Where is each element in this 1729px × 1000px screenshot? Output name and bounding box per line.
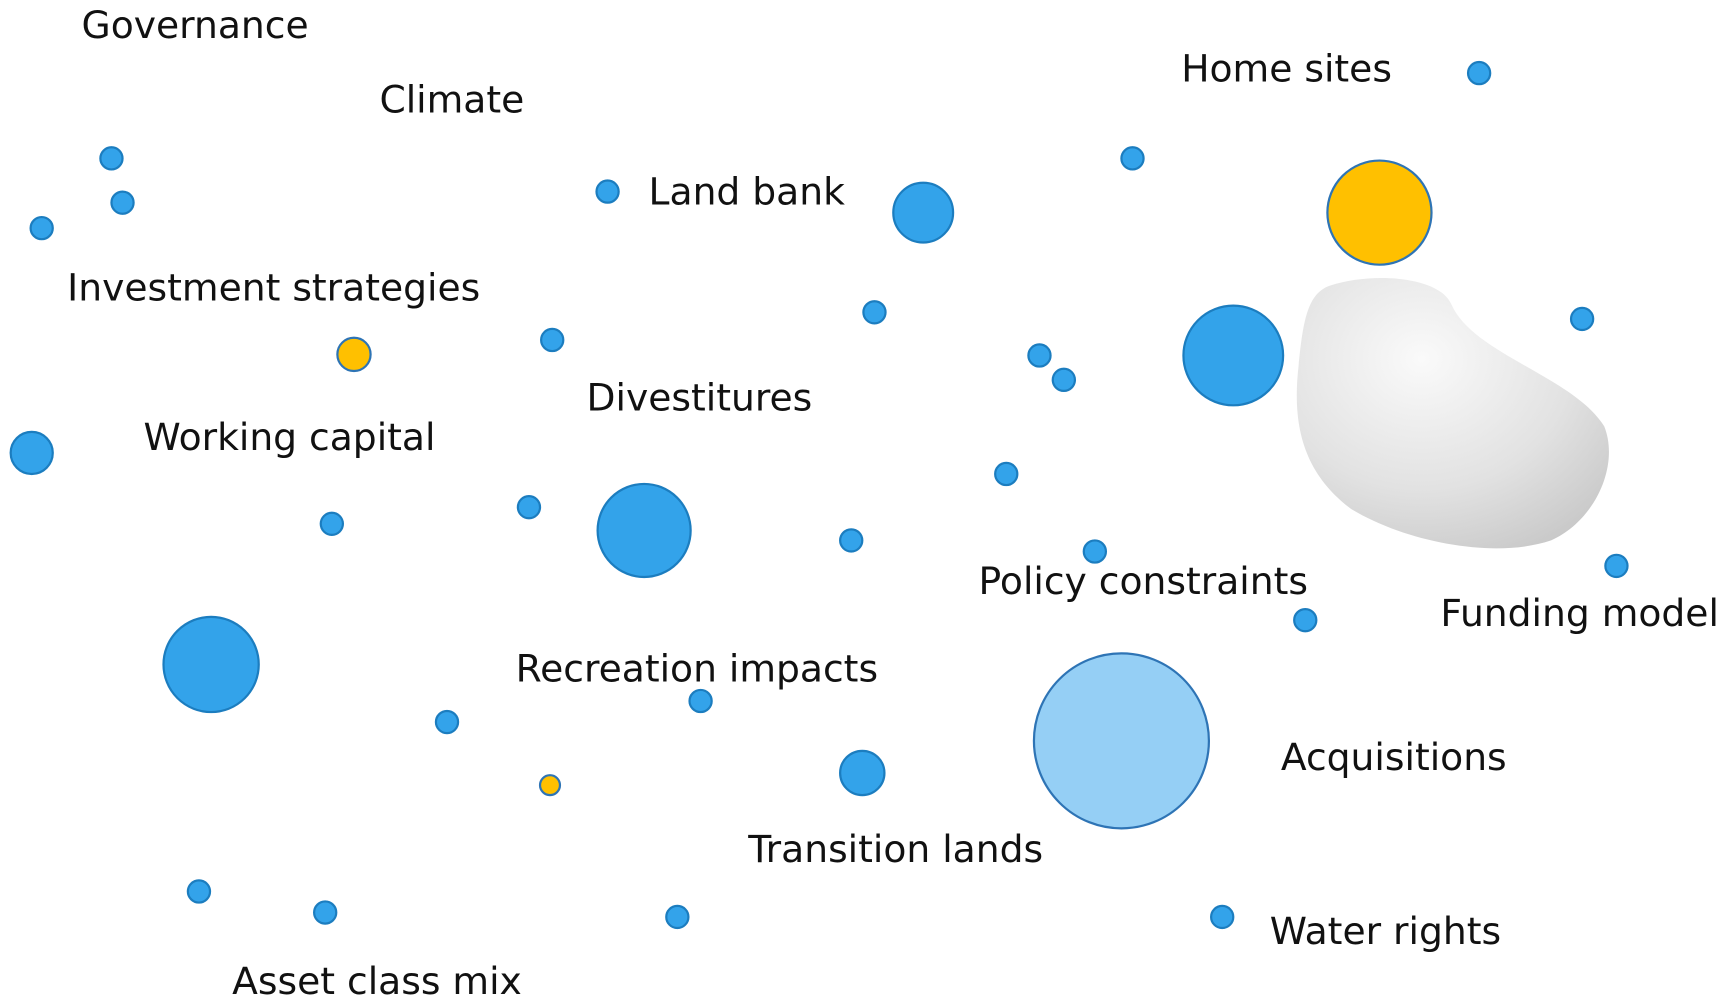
diagram: Governance Climate Land bank Home sites … [0, 0, 1729, 1000]
bubble [1053, 369, 1075, 391]
bubble [540, 775, 560, 795]
bubble [436, 711, 458, 733]
bubble [100, 147, 122, 169]
bubble [518, 496, 540, 518]
bubble [1571, 308, 1593, 330]
label: Acquisitions [1281, 735, 1507, 779]
label: Water rights [1270, 909, 1501, 953]
bubble [1294, 609, 1316, 631]
bubble [314, 901, 336, 923]
bubble [164, 617, 259, 712]
bubble [1034, 653, 1209, 828]
label: Asset class mix [232, 959, 522, 1000]
bubble [1121, 147, 1143, 169]
bubble [598, 484, 691, 577]
label: Funding model [1440, 591, 1719, 635]
bubble [597, 181, 619, 203]
bubble [1183, 306, 1283, 406]
bubble [1605, 555, 1627, 577]
bubble [1327, 161, 1431, 265]
bubble [840, 529, 862, 551]
label: Working capital [144, 415, 436, 459]
bubble [995, 463, 1017, 485]
label: Policy constraints [979, 559, 1308, 603]
page: Governance Climate Land bank Home sites … [0, 0, 1729, 1000]
bubble [321, 513, 343, 535]
bubble [337, 338, 370, 371]
label: Divestitures [587, 375, 813, 419]
bubble [863, 301, 885, 323]
bubble [893, 183, 953, 243]
bubble [1468, 62, 1490, 84]
bubble [840, 751, 884, 795]
bubble [188, 880, 210, 902]
label: Home sites [1181, 46, 1392, 90]
label: Investment strategies [67, 266, 480, 310]
bubble [1028, 344, 1050, 366]
bubble [690, 690, 712, 712]
label: Recreation impacts [516, 647, 878, 691]
label: Transition lands [747, 827, 1043, 871]
label: Climate [379, 77, 524, 121]
grey-blob [1297, 278, 1609, 548]
bubble [666, 906, 688, 928]
bubble [31, 217, 53, 239]
bubble [11, 432, 53, 474]
label: Governance [82, 3, 309, 47]
bubble [111, 192, 133, 214]
bubble [1211, 906, 1233, 928]
bubble [541, 329, 563, 351]
label: Land bank [649, 169, 846, 213]
